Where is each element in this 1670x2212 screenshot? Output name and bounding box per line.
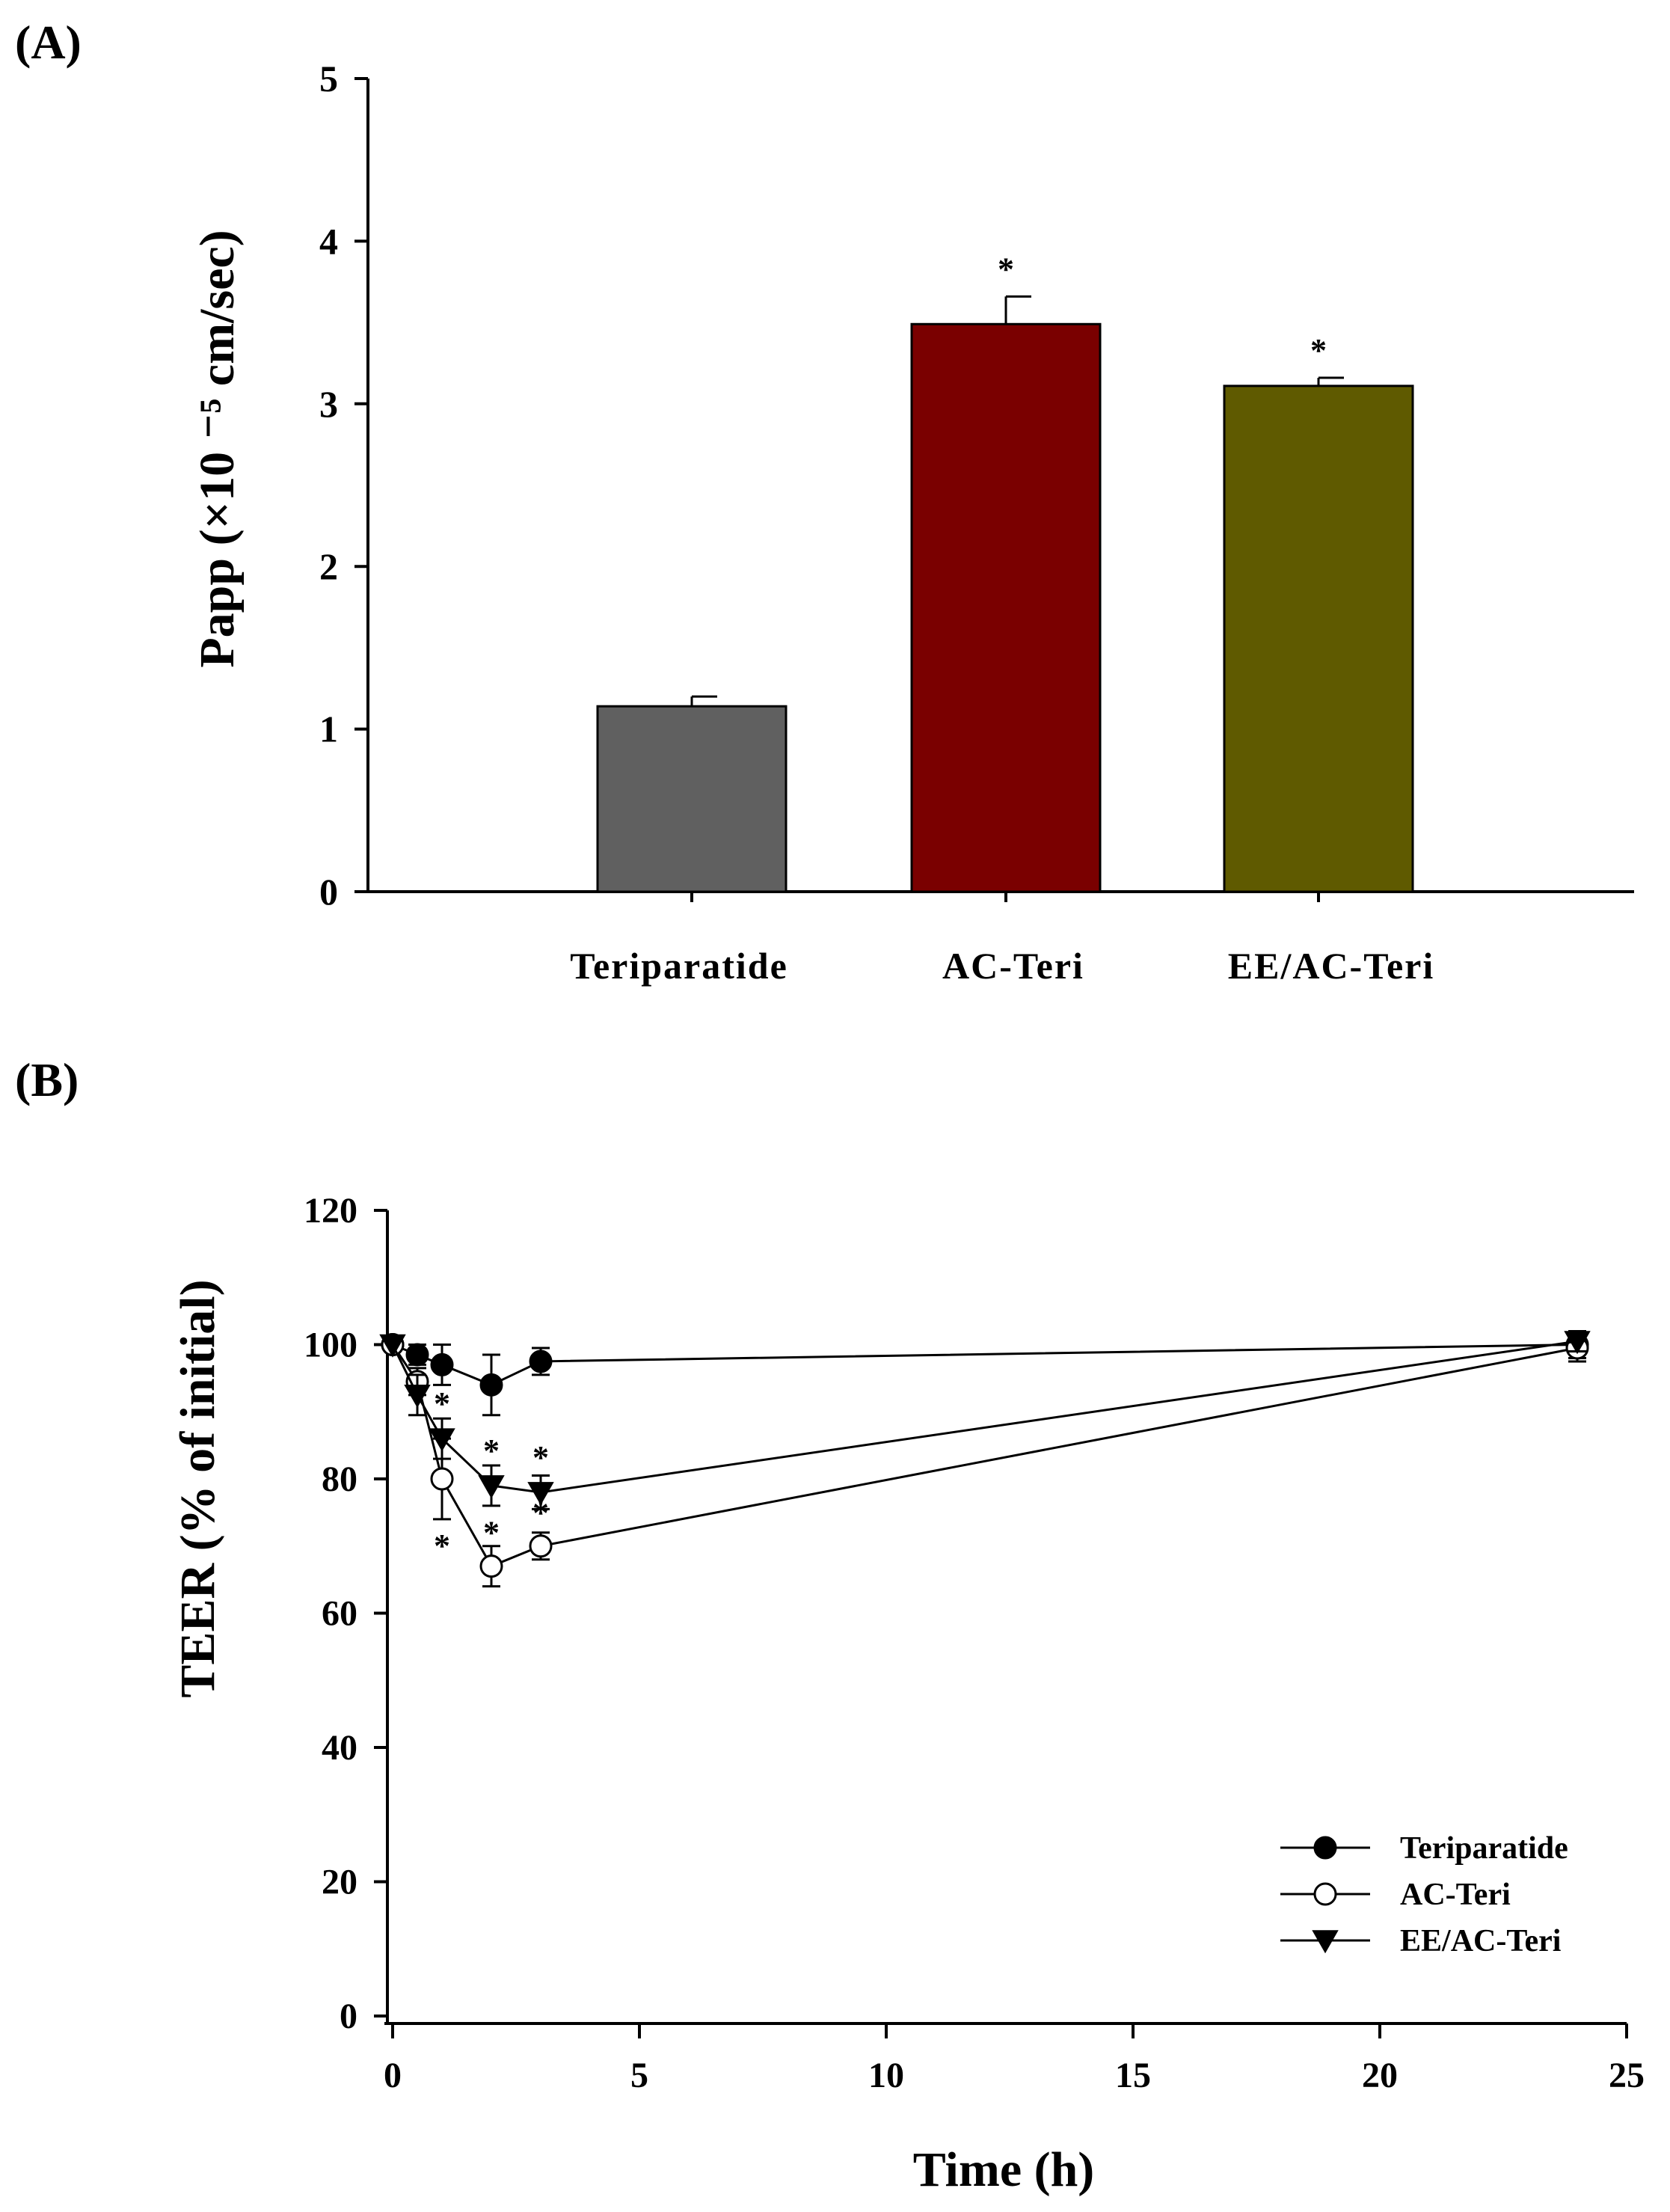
panel-a-y-tick-label: 5 (319, 58, 338, 99)
data-point-teriparatide (479, 1373, 503, 1397)
legend-marker-teriparatide (1313, 1836, 1337, 1860)
panel-a-category-label: Teriparatide (570, 945, 788, 987)
panel-b-legend: Teriparatide AC-Teri EE/AC-Teri (1280, 1831, 1568, 1958)
series-line-ac-teri (391, 1344, 1578, 1568)
panel-b-y-axis-title: TEER (% of initial) (171, 1279, 225, 1697)
panel-a-y-tick-label: 0 (319, 871, 338, 913)
data-point-ee-ac-teri (1564, 1331, 1591, 1355)
panel-a-y-tick-label: 3 (319, 383, 338, 425)
data-point-teriparatide (405, 1343, 429, 1367)
panel-b-label: (B) (15, 1053, 79, 1106)
data-point-ee-ac-teri (478, 1475, 505, 1499)
panel-b-series: * * * * * * (379, 1330, 1591, 1588)
significance-star: * (998, 251, 1014, 287)
series-line-ee-ac-teri (391, 1340, 1578, 1494)
panel-a-y-axis-title: Papp (×10 ⁻⁵ cm/sec) (190, 230, 245, 667)
data-point-ac-teri (430, 1467, 454, 1491)
panel-b-x-tick-label: 0 (384, 2056, 402, 2095)
data-point-teriparatide (430, 1352, 454, 1376)
panel-a-bars: ** (596, 251, 1414, 893)
panel-a-category-label: AC-Teri (942, 945, 1084, 987)
significance-star: * (483, 1433, 500, 1469)
panel-a-category-label: EE/AC-Teri (1228, 945, 1435, 987)
legend-label-ac-teri: AC-Teri (1400, 1878, 1511, 1912)
panel-a-y-tick-label: 2 (319, 545, 338, 587)
panel-b-y-tick-label: 80 (322, 1459, 357, 1499)
panel-b-y-tick-label: 120 (304, 1191, 357, 1231)
significance-star: * (532, 1495, 549, 1531)
series-ac-teri: * * * (381, 1333, 1589, 1588)
bar-ac-teri (910, 322, 1102, 893)
significance-star: * (532, 1439, 549, 1476)
panel-b-y-tick-label: 60 (322, 1594, 357, 1634)
panel-b-y-tick-label: 40 (322, 1728, 357, 1768)
bar-ee-ac-teri (1223, 385, 1414, 893)
panel-b-x-tick-label: 15 (1115, 2056, 1151, 2095)
data-point-teriparatide (529, 1349, 553, 1373)
panel-a-y-tick-label: 4 (319, 220, 338, 262)
panel-b-x-tick-label: 25 (1609, 2056, 1645, 2095)
panel-b-y-tick-label: 20 (322, 1863, 357, 1902)
panel-b-line-chart: (B) TEER (% of initial) Time (h) 0 20 40 60… (15, 1053, 1645, 2197)
bar-teriparatide (596, 705, 788, 893)
significance-star: * (434, 1528, 450, 1564)
panel-b-x-tick-label: 5 (630, 2056, 648, 2095)
panel-b-x-axis-title: Time (h) (913, 2142, 1095, 2197)
data-point-ac-teri (529, 1534, 553, 1558)
panel-b-y-tick-label: 0 (340, 1997, 357, 2036)
significance-star: * (483, 1515, 500, 1551)
legend-label-ee-ac-teri: EE/AC-Teri (1400, 1924, 1562, 1958)
data-point-ee-ac-teri (404, 1385, 431, 1409)
panel-a-axes: 0 1 2 3 4 5 Teriparatide AC-Teri EE/AC-Teri (319, 58, 1634, 987)
panel-a-label: (A) (15, 16, 82, 69)
panel-b-y-tick-label: 100 (304, 1326, 357, 1365)
legend-marker-ee-ac-teri (1312, 1930, 1339, 1954)
legend-label-teriparatide: Teriparatide (1400, 1831, 1568, 1866)
data-point-ee-ac-teri (429, 1428, 455, 1452)
series-line-teriparatide (392, 1344, 1578, 1386)
data-point-ac-teri (479, 1554, 503, 1578)
legend-marker-ac-teri (1313, 1882, 1337, 1906)
data-point-ee-ac-teri (379, 1334, 406, 1358)
data-point-ee-ac-teri (527, 1482, 554, 1506)
panel-b-x-tick-label: 20 (1362, 2056, 1398, 2095)
panel-b-x-tick-label: 10 (868, 2056, 904, 2095)
series-teriparatide (381, 1330, 1589, 1417)
panel-b-axes: 0 20 40 60 80 100 120 0 5 10 15 20 25 (304, 1191, 1645, 2095)
series-ee-ac-teri: * * * (379, 1330, 1591, 1510)
significance-star: * (434, 1385, 450, 1422)
panel-a-y-tick-label: 1 (319, 708, 338, 750)
panel-a-bar-chart: (A) Papp (×10 ⁻⁵ cm/sec) 0 1 2 3 4 5 Teriparat… (15, 16, 1634, 987)
significance-star: * (1310, 332, 1327, 369)
